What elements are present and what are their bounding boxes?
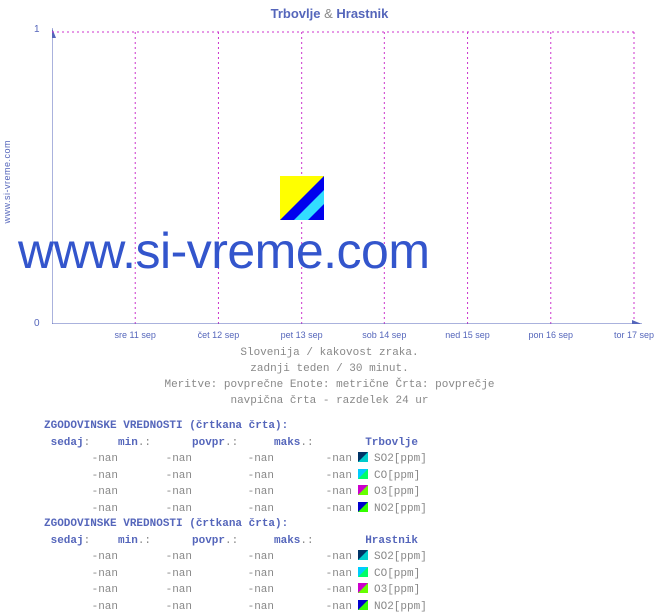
title-ampersand: & [324, 6, 333, 21]
measurement-label: NO2[ppm] [374, 599, 427, 615]
legend-swatch-icon [358, 583, 368, 593]
legend-swatch-icon [358, 452, 368, 462]
x-tick-label: tor 17 sep [614, 330, 654, 340]
x-tick-label: sob 14 sep [362, 330, 406, 340]
history-header: ZGODOVINSKE VREDNOSTI (črtkana črta): [44, 516, 427, 533]
caption-line-2: zadnji teden / 30 minut. [0, 362, 659, 378]
caption-line-4: navpična črta - razdelek 24 ur [0, 394, 659, 410]
title-loc2: Hrastnik [336, 6, 388, 21]
chart-caption: Slovenija / kakovost zraka. zadnji teden… [0, 346, 659, 410]
x-axis-labels: sre 11 sep čet 12 sep pet 13 sep sob 14 sep… [52, 330, 642, 344]
measurement-label: CO[ppm] [374, 468, 420, 485]
measurement-label: CO[ppm] [374, 566, 420, 583]
legend-swatch-icon [358, 567, 368, 577]
caption-line-3: Meritve: povprečne Enote: metrične Črta:… [0, 378, 659, 394]
measurement-label: SO2[ppm] [374, 451, 427, 468]
measurement-label: O3[ppm] [374, 582, 420, 599]
history-table-1: ZGODOVINSKE VREDNOSTI (črtkana črta): se… [44, 418, 427, 517]
history-row: -nan-nan-nan-nanCO[ppm] [44, 468, 427, 485]
y-tick-0: 0 [34, 318, 40, 329]
history-row: -nan-nan-nan-nanSO2[ppm] [44, 549, 427, 566]
legend-swatch-icon [358, 600, 368, 610]
history-row: -nan-nan-nan-nanO3[ppm] [44, 484, 427, 501]
watermark-icon [280, 176, 324, 220]
y-tick-1: 1 [34, 24, 40, 35]
x-tick-label: pon 16 sep [528, 330, 573, 340]
title-loc1: Trbovlje [271, 6, 321, 21]
history-columns: sedaj:min.:povpr.:maks.: Hrastnik [44, 533, 427, 550]
chart-svg [52, 28, 642, 324]
legend-swatch-icon [358, 550, 368, 560]
chart-title: Trbovlje & Hrastnik [0, 6, 659, 21]
history-row: -nan-nan-nan-nanO3[ppm] [44, 582, 427, 599]
history-row: -nan-nan-nan-nanSO2[ppm] [44, 451, 427, 468]
source-url-label: www.si-vreme.com [2, 140, 12, 224]
history-columns: sedaj:min.:povpr.:maks.: Trbovlje [44, 435, 427, 452]
legend-swatch-icon [358, 485, 368, 495]
x-tick-label: pet 13 sep [281, 330, 323, 340]
history-row: -nan-nan-nan-nanNO2[ppm] [44, 501, 427, 518]
legend-swatch-icon [358, 469, 368, 479]
caption-line-1: Slovenija / kakovost zraka. [0, 346, 659, 362]
chart-plot-area [52, 28, 642, 324]
history-row: -nan-nan-nan-nanNO2[ppm] [44, 599, 427, 615]
x-tick-label: sre 11 sep [115, 330, 156, 340]
history-header: ZGODOVINSKE VREDNOSTI (črtkana črta): [44, 418, 427, 435]
history-table-2: ZGODOVINSKE VREDNOSTI (črtkana črta): se… [44, 516, 427, 615]
history-row: -nan-nan-nan-nanCO[ppm] [44, 566, 427, 583]
measurement-label: SO2[ppm] [374, 549, 427, 566]
x-tick-label: čet 12 sep [198, 330, 240, 340]
measurement-label: NO2[ppm] [374, 501, 427, 518]
x-tick-label: ned 15 sep [445, 330, 490, 340]
legend-swatch-icon [358, 502, 368, 512]
measurement-label: O3[ppm] [374, 484, 420, 501]
